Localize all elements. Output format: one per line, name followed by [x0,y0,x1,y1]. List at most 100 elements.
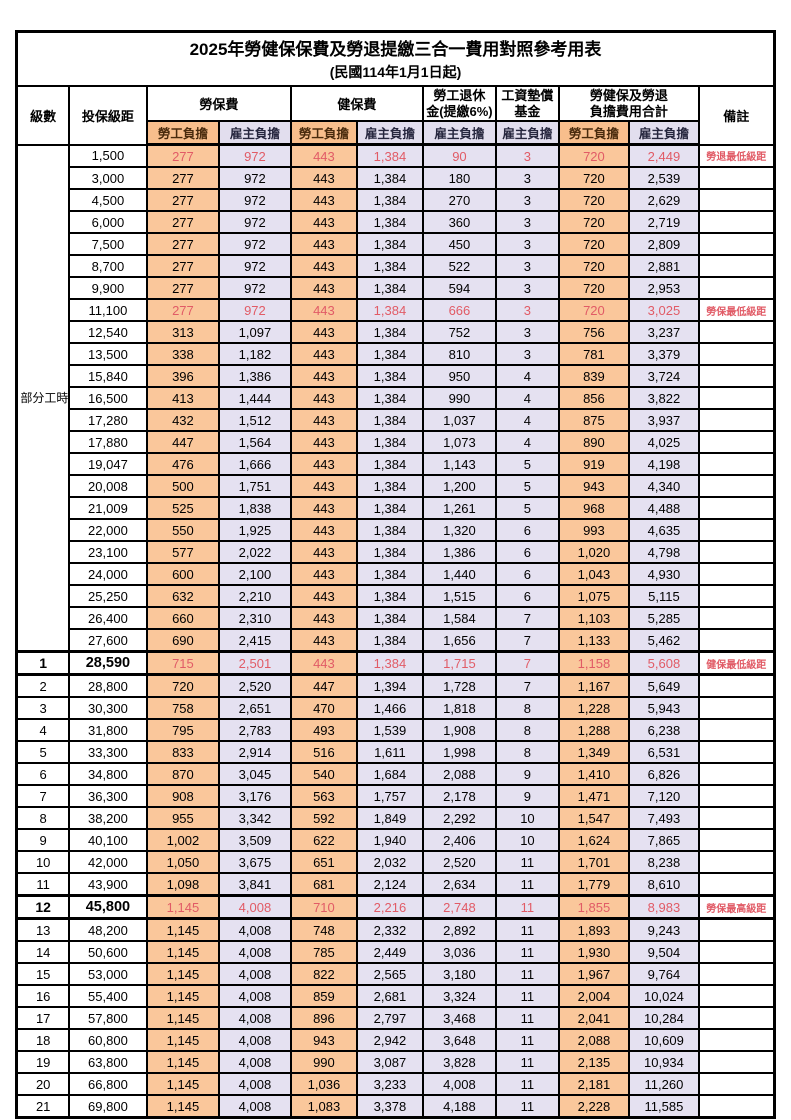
cell-total-employee: 968 [557,496,630,520]
cell-total-employee: 1,930 [557,940,630,964]
cell-remark [697,673,776,698]
cell-health-employee: 443 [289,540,358,564]
cell-bracket: 17,280 [67,408,148,432]
cell-total-employer: 4,798 [627,540,700,564]
cell-grade: 3 [15,696,70,720]
cell-bracket: 69,800 [67,1094,148,1119]
cell-pension-employer: 1,261 [421,496,497,520]
table-row: 27,600 690 2,415 443 1,384 1,656 7 1,133 5,462 [17,628,776,653]
cell-fund-employer: 5 [494,474,560,498]
table-row: 10 42,000 1,050 3,675 651 2,032 2,520 11 1,701 8,… [15,850,776,874]
cell-pension-employer: 1,998 [421,740,497,764]
table-row: 4,500 277 972 443 1,384 270 3 720 2,629 [17,188,776,212]
cell-labor-employee: 758 [145,696,220,720]
cell-grade: 17 [15,1006,70,1030]
cell-health-employer: 2,032 [355,850,424,874]
cell-bracket: 30,300 [67,696,148,720]
cell-fund-employer: 10 [494,806,560,830]
cell-health-employee: 443 [289,276,358,300]
cell-bracket: 22,000 [67,518,148,542]
cell-fund-employer: 10 [494,828,560,852]
cell-health-employee: 443 [289,232,358,256]
cell-total-employer: 8,610 [627,872,700,897]
cell-labor-employee: 660 [145,606,220,630]
cell-labor-employer: 4,008 [217,917,292,942]
cell-bracket: 26,400 [67,606,148,630]
cell-pension-employer: 1,320 [421,518,497,542]
cell-total-employee: 2,228 [557,1094,630,1119]
cell-total-employee: 2,135 [557,1050,630,1074]
cell-labor-employee: 396 [145,364,220,388]
header-fund-employer: 雇主負擔 [494,120,560,146]
cell-total-employee: 1,133 [557,628,630,653]
cell-bracket: 48,200 [67,917,148,942]
cell-labor-employer: 3,176 [217,784,292,808]
cell-pension-employer: 2,892 [421,917,497,942]
table-row: 15 53,000 1,145 4,008 822 2,565 3,180 11 1,967 9,… [15,962,776,986]
cell-total-employee: 1,075 [557,584,630,608]
cell-remark [697,940,776,964]
cell-pension-employer: 2,406 [421,828,497,852]
cell-fund-employer: 3 [494,188,560,212]
cell-total-employer: 5,649 [627,673,700,698]
cell-health-employee: 443 [289,606,358,630]
cell-bracket: 31,800 [67,718,148,742]
cell-grade: 18 [15,1028,70,1052]
cell-remark [697,1050,776,1074]
cell-remark [697,628,776,653]
cell-labor-employer: 2,100 [217,562,292,586]
cell-total-employee: 1,288 [557,718,630,742]
cell-grade: 5 [15,740,70,764]
cell-health-employee: 443 [289,496,358,520]
table-row: 3,000 277 972 443 1,384 180 3 720 2,539 [17,166,776,190]
table-row: 17,880 447 1,564 443 1,384 1,073 4 890 4,025 [17,430,776,454]
cell-labor-employee: 795 [145,718,220,742]
header-grade: 級數 [15,85,70,146]
cell-total-employee: 720 [557,298,630,322]
cell-health-employee: 896 [289,1006,358,1030]
cell-total-employer: 2,953 [627,276,700,300]
cell-health-employer: 1,384 [355,540,424,564]
cell-total-employer: 3,379 [627,342,700,366]
cell-total-employer: 6,238 [627,718,700,742]
cell-total-employee: 919 [557,452,630,476]
cell-labor-employee: 277 [145,166,220,190]
table-row: 12 45,800 1,145 4,008 710 2,216 2,748 11 1,855 8,… [15,894,776,920]
cell-health-employer: 1,940 [355,828,424,852]
cell-labor-employer: 972 [217,210,292,234]
cell-bracket: 57,800 [67,1006,148,1030]
cell-labor-employee: 447 [145,430,220,454]
cell-labor-employee: 955 [145,806,220,830]
cell-pension-employer: 1,656 [421,628,497,653]
cell-total-employer: 7,493 [627,806,700,830]
cell-health-employee: 470 [289,696,358,720]
cell-remark [697,540,776,564]
cell-total-employer: 9,504 [627,940,700,964]
cell-pension-employer: 4,188 [421,1094,497,1119]
cell-labor-employer: 3,342 [217,806,292,830]
cell-health-employee: 443 [289,166,358,190]
cell-bracket: 25,250 [67,584,148,608]
cell-labor-employer: 972 [217,232,292,256]
cell-total-employer: 4,198 [627,452,700,476]
cell-total-employer: 10,934 [627,1050,700,1074]
cell-health-employee: 540 [289,762,358,786]
cell-remark [697,606,776,630]
cell-health-employee: 443 [289,430,358,454]
cell-total-employer: 6,826 [627,762,700,786]
cell-pension-employer: 990 [421,386,497,410]
cell-labor-employer: 972 [217,188,292,212]
cell-pension-employer: 180 [421,166,497,190]
cell-health-employee: 443 [289,342,358,366]
cell-labor-employer: 3,045 [217,762,292,786]
cell-total-employee: 890 [557,430,630,454]
table-row: 19 63,800 1,145 4,008 990 3,087 3,828 11 2,135 10… [15,1050,776,1074]
cell-health-employer: 1,384 [355,628,424,653]
cell-labor-employee: 313 [145,320,220,344]
cell-fund-employer: 5 [494,452,560,476]
table-row: 22,000 550 1,925 443 1,384 1,320 6 993 4,635 [17,518,776,542]
cell-total-employee: 2,041 [557,1006,630,1030]
cell-health-employer: 1,384 [355,430,424,454]
cell-labor-employer: 4,008 [217,984,292,1008]
